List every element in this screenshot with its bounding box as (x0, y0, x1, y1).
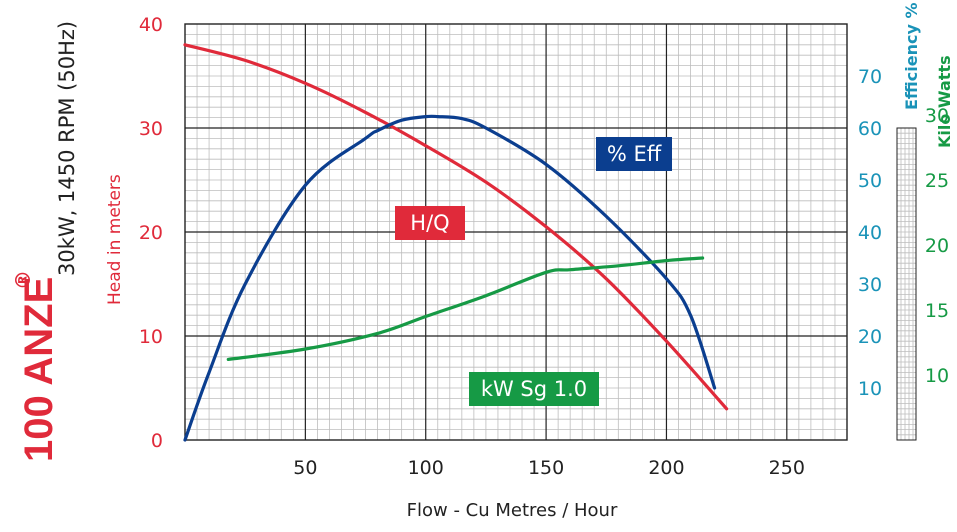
power-tick-label: 15 (925, 300, 949, 322)
head-tick-label: 10 (139, 326, 163, 348)
series-line-efficiency (183, 114, 717, 442)
power-axis-label-group: Kilo Watts (935, 55, 954, 148)
x-tick-label: 250 (769, 457, 805, 479)
secondary-axis-box (896, 127, 917, 441)
right-box-grid (896, 127, 917, 441)
x-tick-label: 100 (408, 457, 444, 479)
label-layer: H/Q % Eff kW Sg 1.0 0 10 20 30 40 50 100 150 200 250… (139, 14, 949, 479)
power-tick-label: 20 (925, 235, 949, 257)
series-line-head (183, 43, 729, 411)
power-tick-label: 25 (925, 170, 949, 192)
efficiency-axis-label: Efficiency % (902, 3, 921, 111)
series-label-efficiency: % Eff (607, 142, 662, 166)
head-tick-label: 20 (139, 222, 163, 244)
plot-frame (184, 23, 848, 441)
efficiency-tick-label: 40 (858, 222, 882, 244)
model-mark-group: ® (11, 270, 35, 290)
x-tick-label: 150 (528, 457, 564, 479)
model-title: 100 ANZE (17, 277, 61, 462)
series-line-power (226, 256, 705, 361)
head-tick-label: 40 (139, 14, 163, 36)
power-tick-label: 30 (925, 105, 949, 127)
series-label-box-efficiency (596, 137, 672, 171)
efficiency-tick-label: 70 (858, 66, 882, 88)
efficiency-tick-label: 20 (858, 326, 882, 348)
series-label-head: H/Q (410, 211, 449, 235)
series-label-box-head (395, 206, 465, 240)
efficiency-tick-label: 60 (858, 118, 882, 140)
head-tick-label: 30 (139, 118, 163, 140)
efficiency-tick-label: 10 (858, 378, 882, 400)
head-axis-label: Head in meters (105, 174, 125, 305)
major-grid (184, 23, 848, 441)
power-tick-label: 10 (925, 365, 949, 387)
x-tick-label: 50 (293, 457, 317, 479)
efficiency-tick-label: 30 (858, 274, 882, 296)
series-layer (183, 43, 729, 442)
head-axis-label-group: Head in meters (105, 174, 125, 305)
x-tick-label: 200 (648, 457, 684, 479)
series-label-power: kW Sg 1.0 (481, 377, 587, 401)
efficiency-tick-label: 50 (858, 170, 882, 192)
head-tick-label: 0 (151, 430, 163, 452)
x-axis-label: Flow - Cu Metres / Hour (407, 500, 618, 521)
series-label-box-power (469, 372, 599, 406)
spec-group: 30kW, 1450 RPM (50Hz) (55, 21, 79, 276)
model-title-group: 100 ANZE (17, 277, 61, 462)
power-axis-label: Kilo Watts (935, 55, 954, 148)
spec-label: 30kW, 1450 RPM (50Hz) (55, 21, 79, 276)
efficiency-axis-label-group: Efficiency % (902, 3, 921, 111)
model-registered-mark: ® (11, 270, 35, 290)
